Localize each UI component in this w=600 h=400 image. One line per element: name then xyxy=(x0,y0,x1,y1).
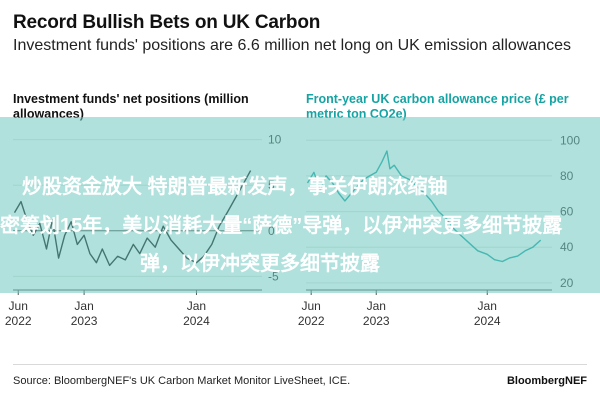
chart-subtitle: Investment funds' positions are 6.6 mill… xyxy=(13,37,572,54)
left-x-tick-label-1: Jan xyxy=(74,299,93,313)
news-ticker-overlay[interactable] xyxy=(0,117,600,293)
right-x-tick-year-1: 2023 xyxy=(363,314,390,328)
left-x-tick-year-2: 2024 xyxy=(183,314,210,328)
left-x-tick-year-1: 2023 xyxy=(71,314,98,328)
right-x-tick-label-2: Jan xyxy=(478,299,497,313)
footer-divider xyxy=(13,364,587,365)
left-x-tick-year-0: 2022 xyxy=(5,314,32,328)
right-x-tick-label-0: Jun xyxy=(301,299,320,313)
overlay-headline-2[interactable]: 密筹划15年，美以消耗大量“萨德”导弹，以伊冲突更多细节披露 xyxy=(0,215,563,237)
brand-logo: BloombergNEF xyxy=(506,375,587,387)
left-x-tick-label-0: Jun xyxy=(9,299,28,313)
left-x-tick-label-2: Jan xyxy=(187,299,206,313)
overlay-headline-1[interactable]: 炒股资金放大 特朗普最新发声，事关伊朗浓缩铀 xyxy=(22,176,448,198)
overlay-headline-3[interactable]: 弹，以伊冲突更多细节披露 xyxy=(140,253,380,275)
right-x-tick-year-0: 2022 xyxy=(298,314,325,328)
right-x-tick-label-1: Jan xyxy=(367,299,386,313)
right-x-tick-year-2: 2024 xyxy=(474,314,501,328)
chart-title: Record Bullish Bets on UK Carbon xyxy=(13,12,321,33)
source-note: Source: BloombergNEF's UK Carbon Market … xyxy=(13,375,351,387)
